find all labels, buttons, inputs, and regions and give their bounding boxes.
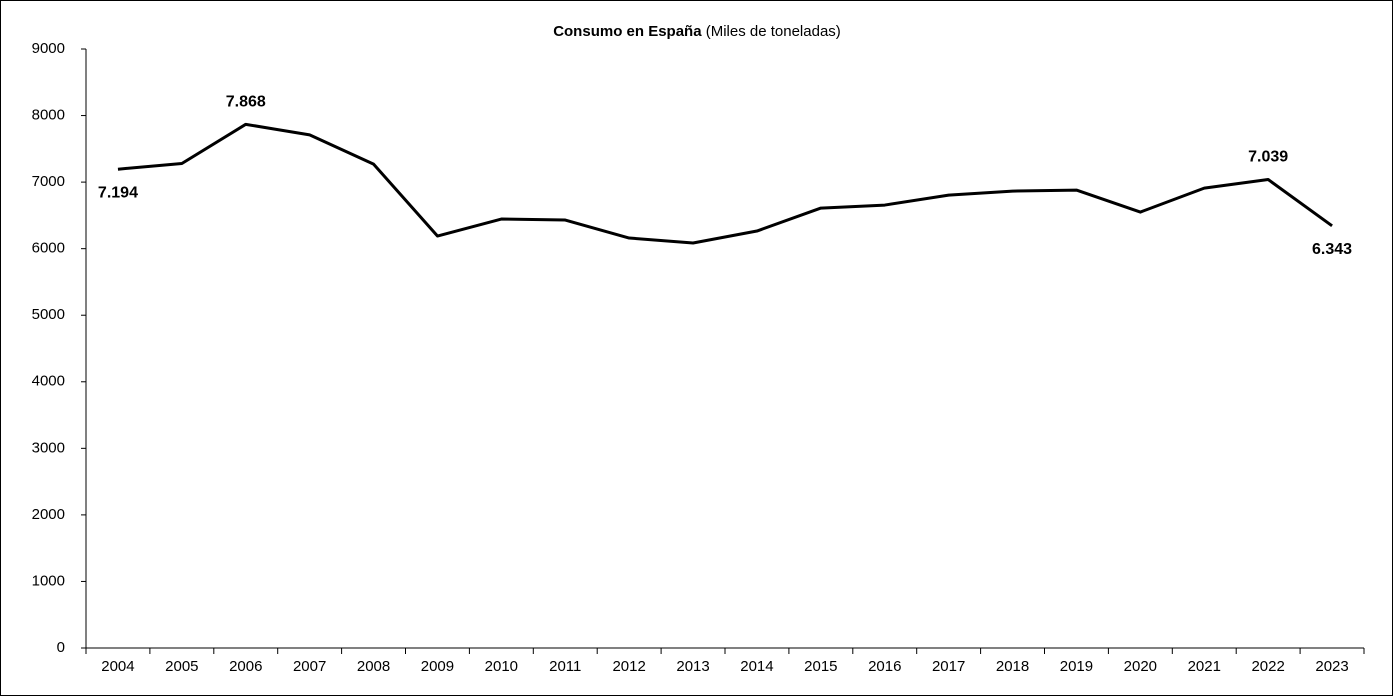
y-tick-label: 5000: [32, 306, 65, 323]
x-tick-label: 2014: [740, 658, 773, 675]
x-tick-label: 2015: [804, 658, 837, 675]
x-tick-label: 2010: [485, 658, 518, 675]
x-tick-label: 2023: [1315, 658, 1348, 675]
x-tick-label: 2019: [1060, 658, 1093, 675]
y-tick-label: 7000: [32, 173, 65, 190]
x-tick-label: 2011: [549, 658, 581, 675]
y-tick-label: 4000: [32, 373, 65, 390]
x-tick-label: 2022: [1251, 658, 1284, 675]
y-tick-label: 2000: [32, 506, 65, 523]
x-tick-label: 2009: [421, 658, 454, 675]
line-series: [117, 122, 1333, 245]
y-tick-label: 3000: [32, 439, 65, 456]
data-label: 7.039: [1248, 149, 1288, 166]
x-tick-label: 2004: [101, 658, 134, 675]
data-label: 6.343: [1312, 241, 1352, 258]
data-label: 7.868: [226, 94, 266, 111]
x-tick-label: 2017: [932, 658, 965, 675]
x-tick-label: 2007: [293, 658, 326, 675]
y-tick-label: 9000: [32, 40, 65, 57]
chart-title: Consumo en España (Miles de toneladas): [553, 23, 841, 40]
y-tick-label: 6000: [32, 240, 65, 257]
subtitle: (Miles de toneladas): [706, 23, 841, 40]
y-tick-label: 0: [57, 639, 65, 656]
x-tick-label: 2016: [868, 658, 901, 675]
title: Consumo en España: [553, 23, 702, 40]
x-tick-label: 2008: [357, 658, 390, 675]
x-tick-label: 2013: [676, 658, 709, 675]
x-tick-label: 2012: [612, 658, 645, 675]
x-tick-label: 2021: [1188, 658, 1221, 675]
y-tick-label: 8000: [32, 107, 65, 124]
x-tick-label: 2005: [165, 658, 198, 675]
x-tick-label: 2018: [996, 658, 1029, 675]
y-tick-label: 1000: [32, 572, 65, 589]
x-tick-label: 2020: [1124, 658, 1157, 675]
data-label: 7.194: [98, 184, 138, 201]
x-tick-label: 2006: [229, 658, 262, 675]
